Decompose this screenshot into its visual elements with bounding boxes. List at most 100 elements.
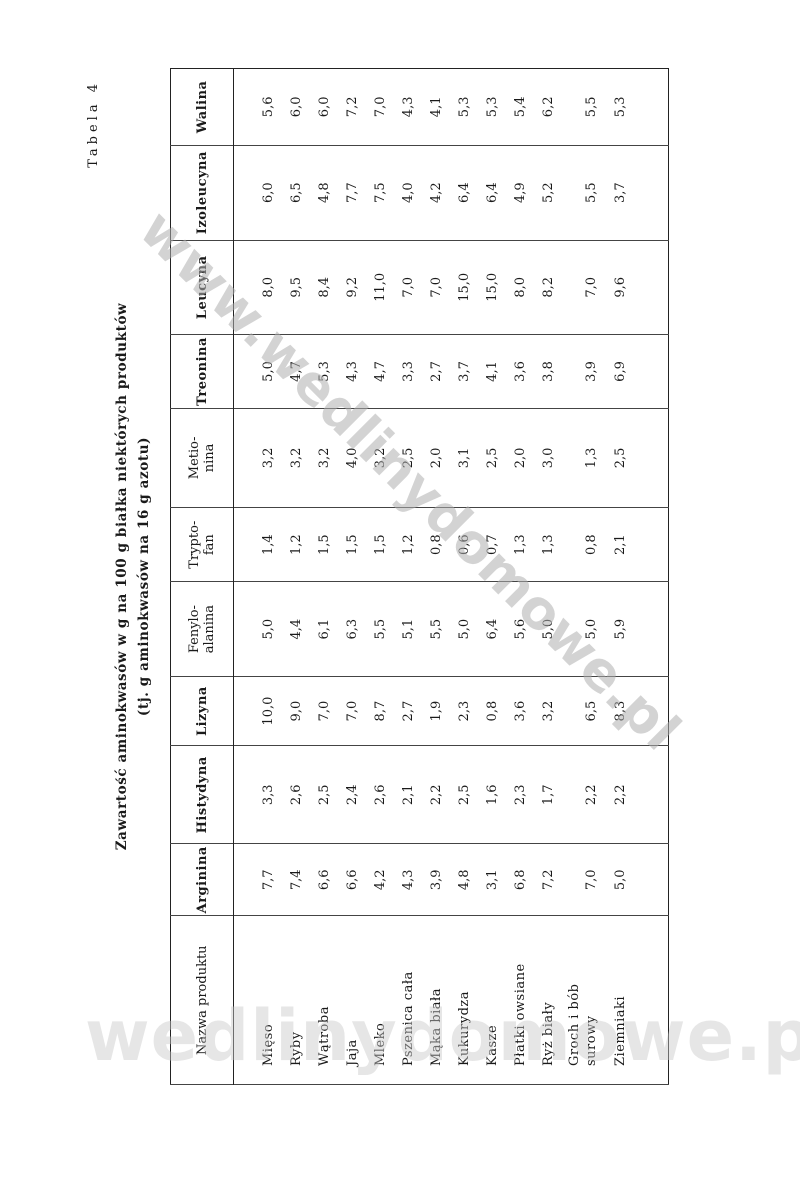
- value-cell: 3,9: [556, 334, 600, 409]
- value-cell: 5,4: [500, 68, 528, 146]
- value-cell: 7,7: [332, 145, 360, 241]
- value-cell: 1,6: [472, 745, 500, 844]
- value-cell: 5,5: [416, 582, 444, 677]
- table-row: Groch i bób surowy 7,0 2,2 6,5 5,0 0,8 1,3 3,9 7,…: [556, 68, 600, 1085]
- value-cell: 5,3: [472, 68, 500, 146]
- value-cell: 5,3: [600, 68, 669, 146]
- table-row: Ryby 7,4 2,6 9,0 4,4 1,2 3,2 4,7 9,5 6,5 6,0: [276, 68, 304, 1085]
- value-cell: 1,5: [304, 507, 332, 582]
- value-cell: 4,3: [332, 334, 360, 409]
- value-cell: 5,9: [600, 582, 669, 677]
- value-cell: 2,0: [500, 408, 528, 508]
- value-cell: 5,5: [556, 68, 600, 146]
- value-cell: 3,2: [276, 408, 304, 508]
- value-cell: 3,2: [304, 408, 332, 508]
- table-row: Pszenica cała 4,3 2,1 2,7 5,1 1,2 2,5 3,3 7,0 4,0…: [388, 68, 416, 1085]
- table-subtitle: (tj. g aminokwasów na 16 g azotu): [136, 436, 152, 717]
- value-cell: 2,1: [388, 745, 416, 844]
- value-cell: 2,2: [600, 745, 669, 844]
- value-cell: 6,6: [332, 843, 360, 916]
- value-cell: 7,0: [360, 68, 388, 146]
- column-header: Metio-nina: [170, 408, 234, 508]
- table-row: Ryż biały 7,2 1,7 3,2 5,0 1,3 3,0 3,8 8,2 5,2 6,2: [528, 68, 556, 1085]
- value-cell: 9,6: [600, 240, 669, 335]
- value-cell: 15,0: [444, 240, 472, 335]
- value-cell: 3,6: [500, 676, 528, 746]
- value-cell: 6,0: [233, 145, 276, 241]
- value-cell: 7,0: [304, 676, 332, 746]
- value-cell: 2,6: [276, 745, 304, 844]
- value-cell: 10,0: [233, 676, 276, 746]
- value-cell: 4,4: [276, 582, 304, 677]
- value-cell: 3,0: [528, 408, 556, 508]
- value-cell: 9,2: [332, 240, 360, 335]
- value-cell: 7,0: [556, 240, 600, 335]
- value-cell: 6,3: [332, 582, 360, 677]
- value-cell: 8,4: [304, 240, 332, 335]
- value-cell: 0,8: [472, 676, 500, 746]
- column-header: Histydyna: [170, 745, 234, 844]
- table-label: Tabela 4: [86, 80, 101, 168]
- value-cell: 6,9: [600, 334, 669, 409]
- value-cell: 2,5: [444, 745, 472, 844]
- value-cell: 3,3: [233, 745, 276, 844]
- value-cell: 0,8: [556, 507, 600, 582]
- value-cell: 3,2: [360, 408, 388, 508]
- value-cell: 6,4: [472, 582, 500, 677]
- value-cell: 5,2: [528, 145, 556, 241]
- column-header: Fenylo-alanina: [170, 582, 234, 677]
- value-cell: 6,0: [276, 68, 304, 146]
- value-cell: 1,3: [528, 507, 556, 582]
- table-row: Ziemniaki 5,0 2,2 8,3 5,9 2,1 2,5 6,9 9,6 3,7 5,3: [600, 68, 669, 1085]
- value-cell: 5,3: [304, 334, 332, 409]
- value-cell: 4,7: [360, 334, 388, 409]
- value-cell: 0,8: [416, 507, 444, 582]
- column-header: Lizyna: [170, 676, 234, 746]
- value-cell: 2,2: [416, 745, 444, 844]
- column-header: Izoleucyna: [170, 145, 234, 241]
- column-header: Walina: [170, 68, 234, 146]
- value-cell: 3,9: [416, 843, 444, 916]
- value-cell: 5,5: [556, 145, 600, 241]
- table-body: Mięso 7,7 3,3 10,0 5,0 1,4 3,2 5,0 8,0 6,0 5,6 Ryby…: [233, 68, 669, 1085]
- value-cell: 2,6: [360, 745, 388, 844]
- header-row: Nazwa produktu Arginina Histydyna Lizyna Fen…: [170, 68, 234, 1085]
- value-cell: 4,8: [444, 843, 472, 916]
- value-cell: 4,2: [360, 843, 388, 916]
- value-cell: 1,3: [500, 507, 528, 582]
- value-cell: 6,4: [444, 145, 472, 241]
- value-cell: 1,5: [332, 507, 360, 582]
- value-cell: 7,7: [233, 843, 276, 916]
- value-cell: 2,4: [332, 745, 360, 844]
- table-row: Mąka biała 3,9 2,2 1,9 5,5 0,8 2,0 2,7 7,0 4,2 4,1: [416, 68, 444, 1085]
- value-cell: 4,0: [332, 408, 360, 508]
- value-cell: 7,5: [360, 145, 388, 241]
- column-header: Leucyna: [170, 240, 234, 335]
- value-cell: 8,0: [233, 240, 276, 335]
- value-cell: 6,5: [556, 676, 600, 746]
- value-cell: 2,1: [600, 507, 669, 582]
- value-cell: 7,2: [528, 843, 556, 916]
- value-cell: 3,8: [528, 334, 556, 409]
- value-cell: 5,0: [556, 582, 600, 677]
- value-cell: 2,0: [416, 408, 444, 508]
- value-cell: 4,3: [388, 843, 416, 916]
- value-cell: 8,3: [600, 676, 669, 746]
- column-header: Arginina: [170, 843, 234, 916]
- value-cell: 6,8: [500, 843, 528, 916]
- value-cell: 4,7: [276, 334, 304, 409]
- value-cell: 6,0: [304, 68, 332, 146]
- value-cell: 2,3: [444, 676, 472, 746]
- value-cell: 1,9: [416, 676, 444, 746]
- table-title: Zawartość aminokwasów w g na 100 g białk…: [114, 302, 130, 851]
- value-cell: 2,7: [388, 676, 416, 746]
- value-cell: 3,1: [444, 408, 472, 508]
- value-cell: 1,7: [528, 745, 556, 844]
- value-cell: 5,0: [528, 582, 556, 677]
- value-cell: 9,5: [276, 240, 304, 335]
- value-cell: 2,5: [600, 408, 669, 508]
- table-row: Wątroba 6,6 2,5 7,0 6,1 1,5 3,2 5,3 8,4 4,8 6,0: [304, 68, 332, 1085]
- value-cell: 7,4: [276, 843, 304, 916]
- value-cell: 3,1: [472, 843, 500, 916]
- table-row: Mleko 4,2 2,6 8,7 5,5 1,5 3,2 4,7 11,0 7,5 7,0: [360, 68, 388, 1085]
